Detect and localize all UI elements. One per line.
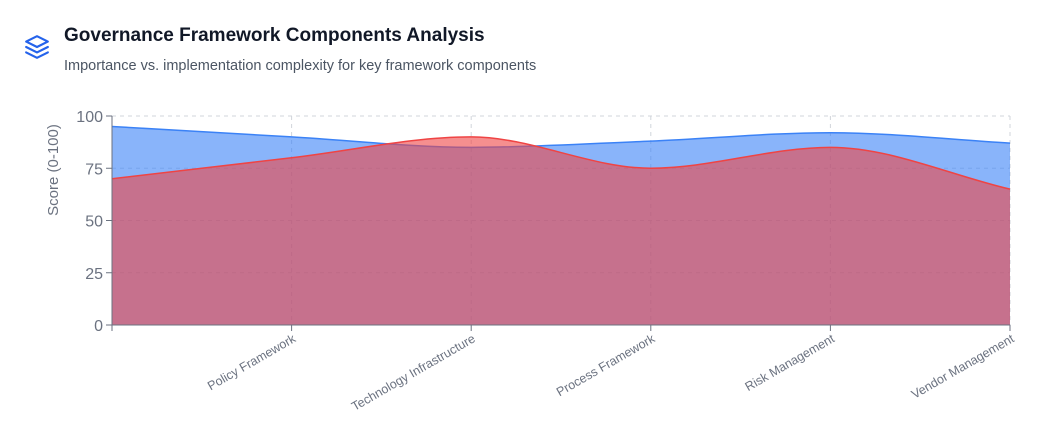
- series-line-importance: [111, 125, 1011, 149]
- x-tick-label: Policy Framework: [205, 331, 299, 393]
- chart-subtitle: Importance vs. implementation complexity…: [64, 58, 537, 74]
- y-axis-label: Score (0-100): [45, 124, 62, 216]
- x-tick-label: Risk Management: [743, 331, 838, 394]
- y-tick-label: 75: [85, 161, 103, 178]
- series-line-implementation-complexity: [111, 136, 1011, 190]
- chart-header: Governance Framework Components Analysis…: [24, 22, 536, 74]
- chart-areas: [111, 125, 1011, 325]
- layers-icon: [25, 35, 49, 59]
- y-tick-label: 100: [76, 109, 103, 126]
- x-tick-label: Technology Infrastructure: [349, 331, 478, 413]
- y-tick-label: 0: [94, 318, 103, 335]
- y-tick-label: 25: [85, 266, 103, 283]
- x-tick-label: Vendor Management: [909, 331, 1017, 401]
- y-tick-label: 50: [85, 214, 103, 231]
- series-area-implementation-complexity: [112, 136, 1010, 325]
- x-tick-label: Process Framework: [554, 331, 658, 399]
- chart-title: Governance Framework Components Analysis: [64, 25, 485, 46]
